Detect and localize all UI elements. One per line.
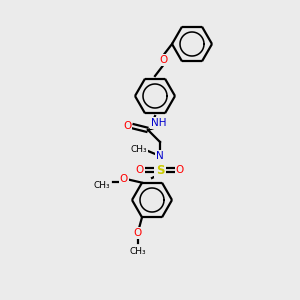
Text: O: O xyxy=(136,165,144,175)
Text: O: O xyxy=(123,121,131,131)
Text: S: S xyxy=(156,164,164,176)
Text: O: O xyxy=(120,174,128,184)
Text: O: O xyxy=(159,55,168,65)
Text: O: O xyxy=(176,165,184,175)
Text: N: N xyxy=(156,151,164,161)
Text: NH: NH xyxy=(151,118,166,128)
Text: CH₃: CH₃ xyxy=(94,181,110,190)
Text: CH₃: CH₃ xyxy=(130,247,146,256)
Text: O: O xyxy=(134,228,142,238)
Text: CH₃: CH₃ xyxy=(131,145,147,154)
